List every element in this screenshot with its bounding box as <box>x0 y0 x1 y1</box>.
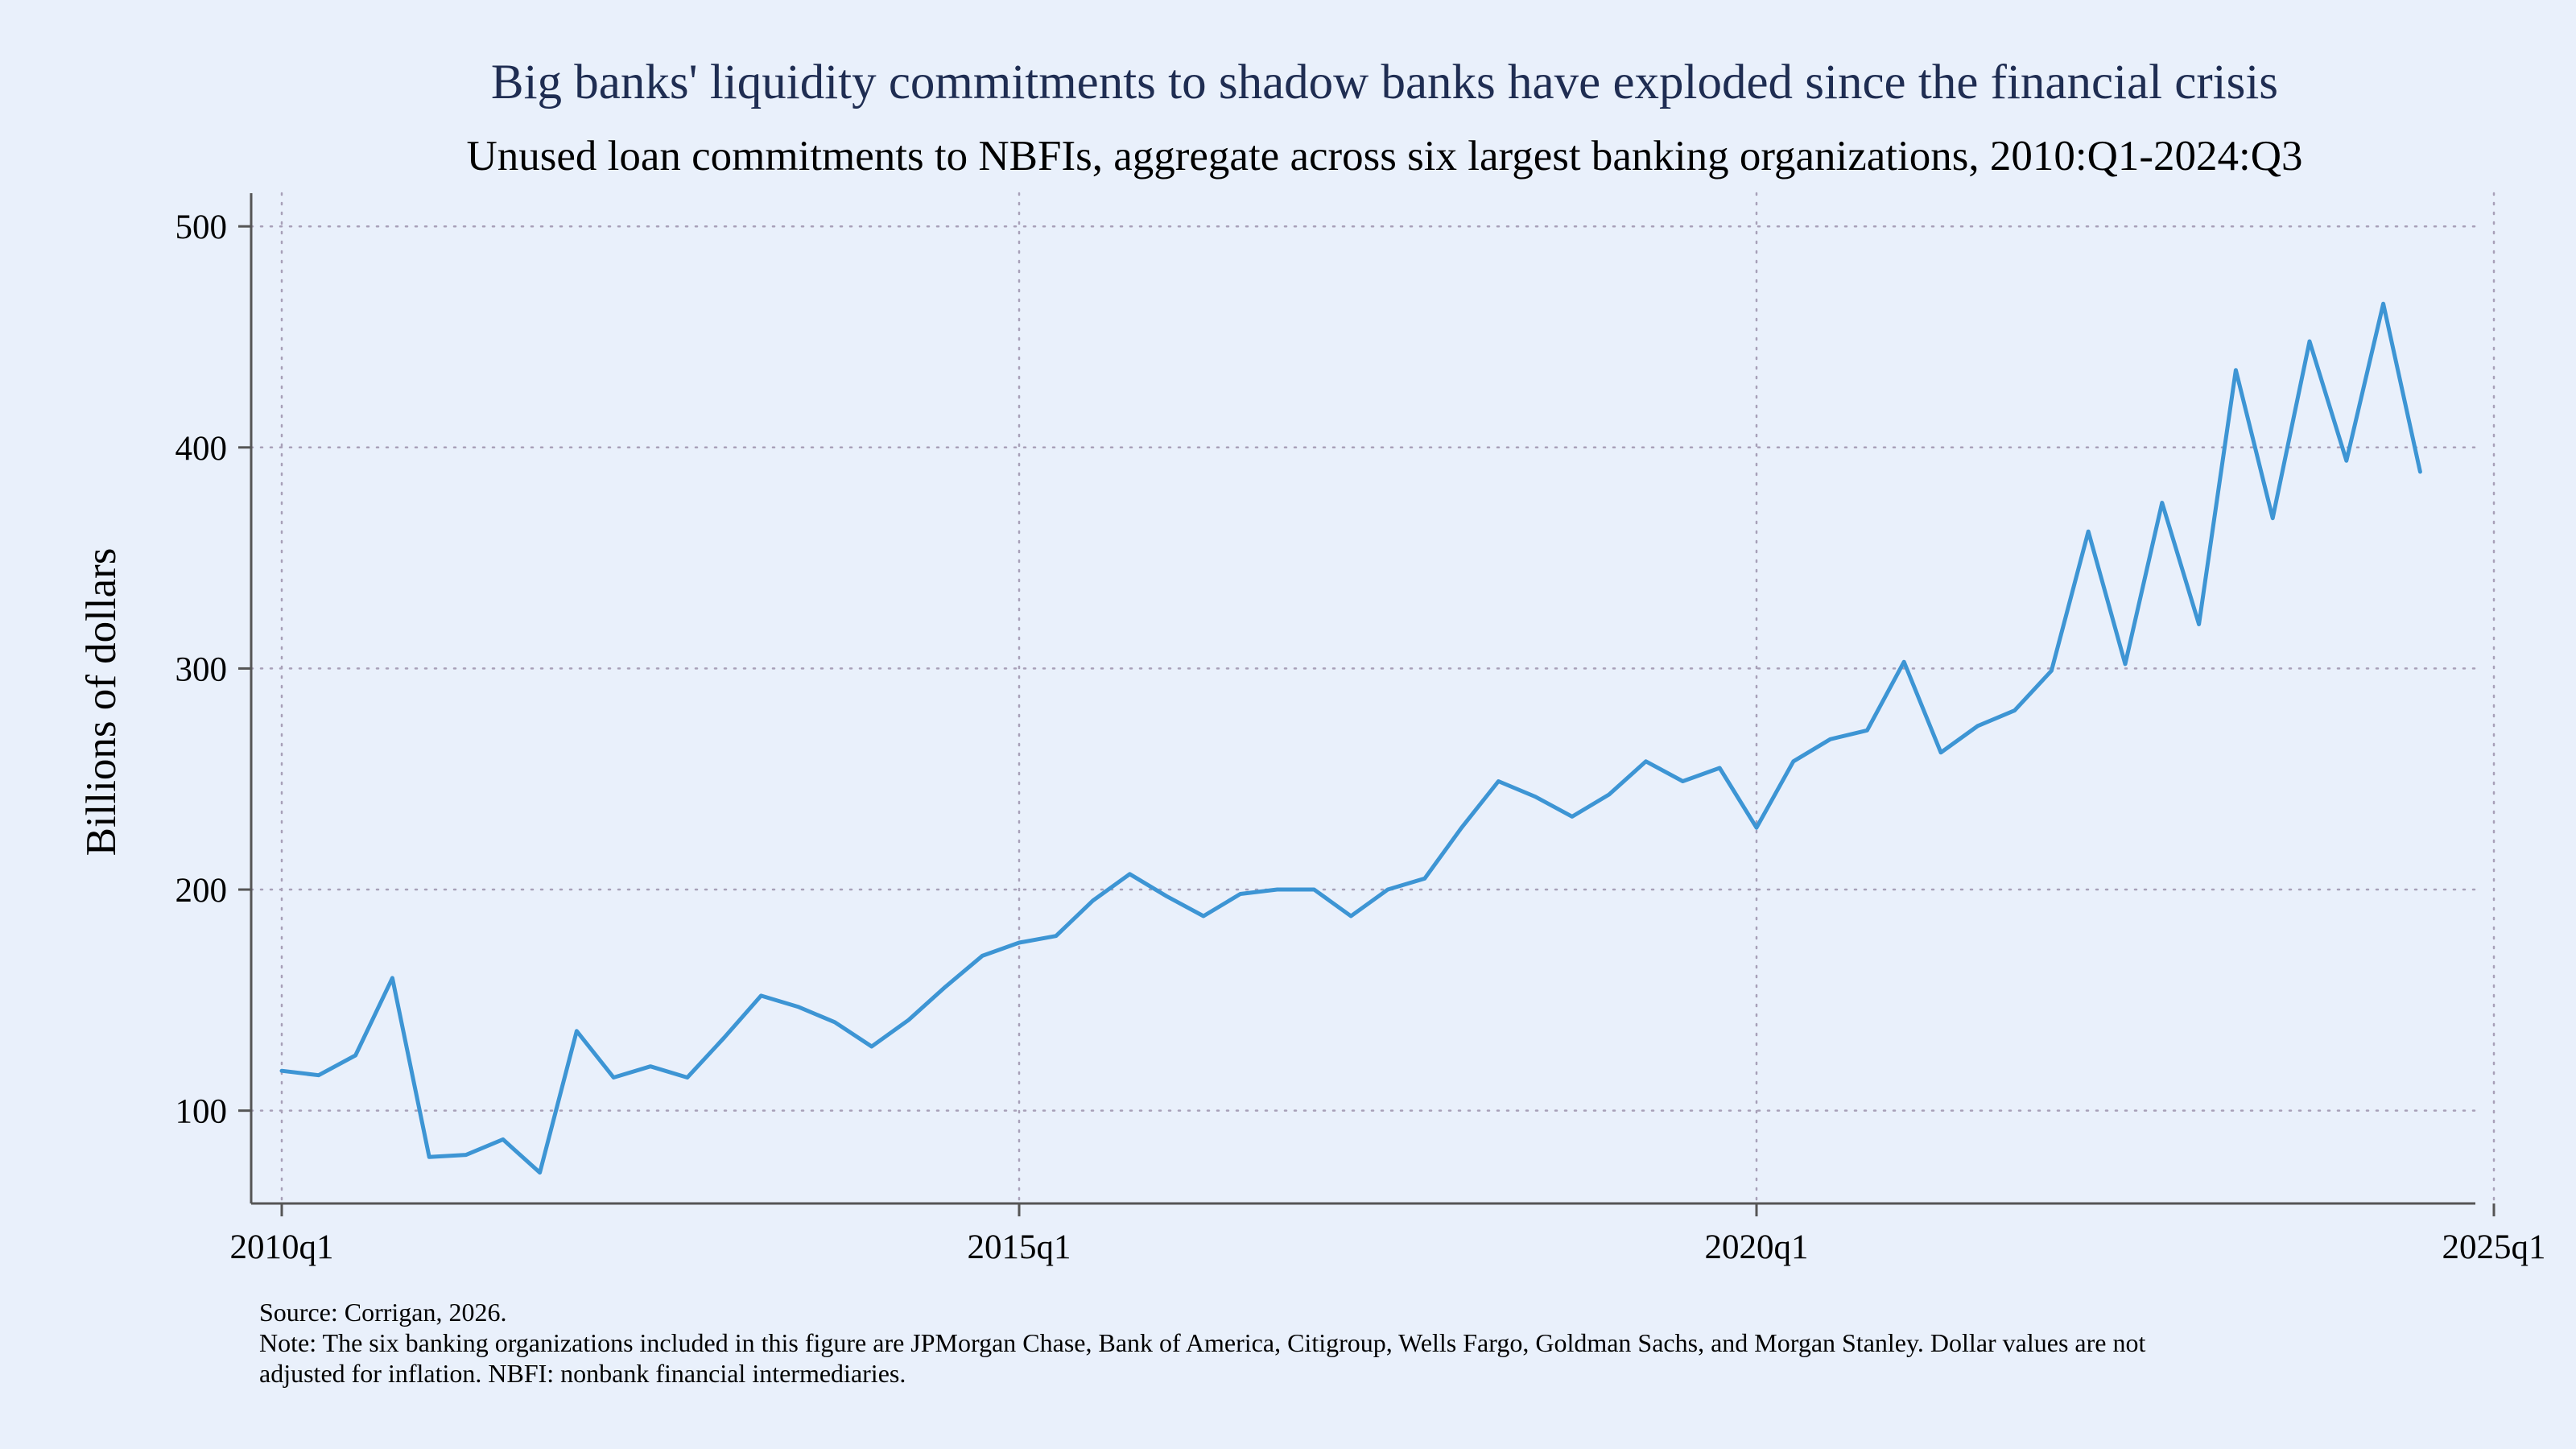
chart-subtitle: Unused loan commitments to NBFIs, aggreg… <box>466 133 2302 180</box>
x-tick-label: 2025q1 <box>2442 1228 2546 1266</box>
y-tick-label: 400 <box>175 430 228 468</box>
axes <box>250 193 2475 1205</box>
footnote-line-2: adjusted for inflation. NBFI: nonbank fi… <box>259 1359 906 1388</box>
x-tick-label: 2015q1 <box>968 1228 1071 1266</box>
footnote-line-1: Note: The six banking organizations incl… <box>259 1328 2145 1357</box>
series-line <box>279 301 2422 1175</box>
ticks: 100 200 300 400 500 2010q1 2015q1 2020q1 2025q1 <box>175 208 2546 1266</box>
y-tick-label: 300 <box>175 650 228 688</box>
y-tick-label: 200 <box>175 872 228 910</box>
grid <box>250 192 2496 1205</box>
series <box>279 301 2422 1175</box>
y-tick-label: 500 <box>175 208 228 246</box>
x-tick-label: 2020q1 <box>1705 1228 1809 1266</box>
source-note: Source: Corrigan, 2026. <box>259 1298 507 1327</box>
chart-title: Big banks' liquidity commitments to shad… <box>491 56 2278 109</box>
y-tick-label: 100 <box>175 1093 228 1131</box>
y-axis-label: Billions of dollars <box>78 548 125 857</box>
x-tick-label: 2010q1 <box>230 1228 334 1266</box>
